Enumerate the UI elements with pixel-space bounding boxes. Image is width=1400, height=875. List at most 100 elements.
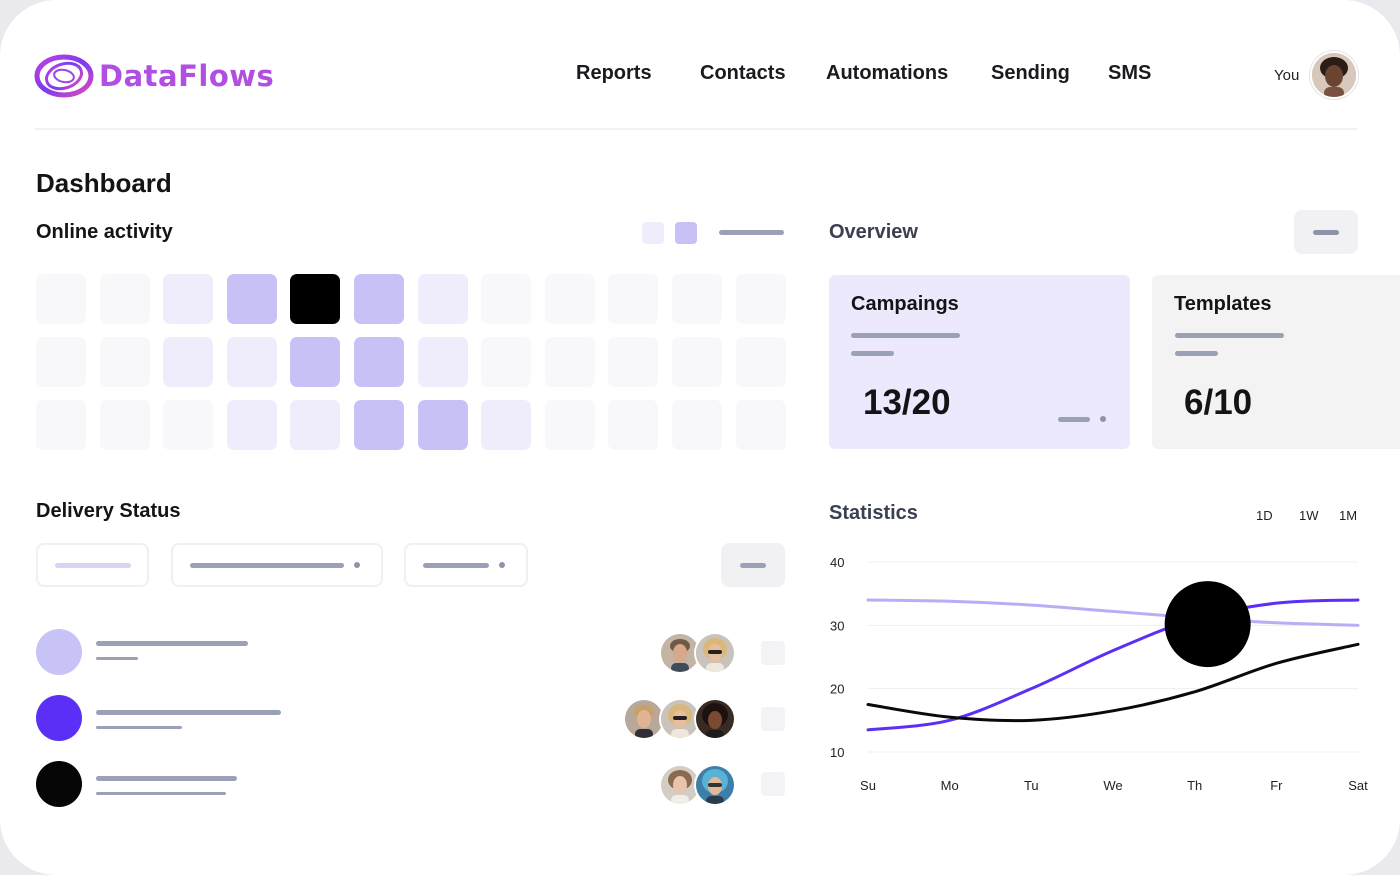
activity-cell[interactable]: [608, 274, 659, 324]
logo-swirl-icon: [34, 54, 94, 98]
activity-cell[interactable]: [354, 274, 404, 324]
activity-cell[interactable]: [735, 337, 786, 387]
user-avatar[interactable]: [1312, 53, 1356, 97]
nav-reports[interactable]: Reports: [576, 62, 652, 84]
contact-avatar-image: [661, 634, 699, 672]
legend-high-swatch: [675, 222, 697, 244]
activity-cell[interactable]: [226, 337, 277, 387]
range-1m-button[interactable]: 1M: [1339, 508, 1358, 523]
x-tick-label: Fr: [1270, 778, 1283, 793]
activity-cell[interactable]: [163, 274, 214, 324]
activity-cell[interactable]: [417, 400, 468, 450]
activity-cell[interactable]: [354, 400, 404, 450]
activity-cell[interactable]: [99, 400, 150, 450]
activity-cell[interactable]: [672, 274, 722, 324]
activity-cell[interactable]: [290, 400, 341, 450]
activity-cell[interactable]: [36, 400, 86, 450]
activity-cell[interactable]: [163, 337, 214, 387]
contact-avatar[interactable]: [661, 700, 699, 738]
activity-cell[interactable]: [608, 400, 659, 450]
activity-cell[interactable]: [672, 337, 722, 387]
header-divider: [35, 128, 1357, 130]
activity-cell[interactable]: [226, 400, 277, 450]
row-checkbox[interactable]: [761, 641, 785, 665]
logo[interactable]: DataFlows: [33, 52, 274, 100]
statistics-title: Statistics: [829, 502, 918, 524]
status-row-label: [96, 776, 237, 781]
activity-cell[interactable]: [290, 274, 341, 324]
activity-cell[interactable]: [544, 274, 595, 324]
filter-chip[interactable]: [171, 543, 383, 587]
nav-sending[interactable]: Sending: [991, 62, 1070, 84]
contact-avatar[interactable]: [625, 700, 663, 738]
activity-cell[interactable]: [672, 400, 722, 450]
campaigns-card-dot: [1100, 416, 1106, 422]
status-row-sublabel: [96, 726, 182, 729]
filter-more-button[interactable]: [721, 543, 785, 587]
range-1d-button[interactable]: 1D: [1256, 508, 1273, 523]
contact-avatar[interactable]: [696, 634, 734, 672]
contact-avatar-image: [696, 634, 734, 672]
activity-cell[interactable]: [36, 274, 86, 324]
activity-cell[interactable]: [226, 274, 277, 324]
x-tick-label: Mo: [941, 778, 959, 793]
filter-chip-dot: [354, 562, 360, 568]
status-row-label: [96, 710, 281, 715]
activity-cell[interactable]: [417, 337, 468, 387]
activity-cell[interactable]: [735, 274, 786, 324]
x-tick-label: Sat: [1348, 778, 1368, 793]
range-1w-button[interactable]: 1W: [1299, 508, 1319, 523]
templates-card-line: [1175, 351, 1218, 356]
legend-low-swatch: [642, 222, 664, 244]
activity-cell[interactable]: [354, 337, 404, 387]
contact-avatar[interactable]: [661, 766, 699, 804]
x-tick-label: Tu: [1024, 778, 1039, 793]
nav-contacts[interactable]: Contacts: [700, 62, 786, 84]
activity-cell[interactable]: [481, 400, 532, 450]
campaigns-card-line: [851, 333, 960, 338]
contact-avatar-image: [661, 700, 699, 738]
activity-cell[interactable]: [544, 337, 595, 387]
activity-cell[interactable]: [163, 400, 214, 450]
contact-avatar-image: [625, 700, 663, 738]
x-tick-label: Su: [860, 778, 876, 793]
nav-automations[interactable]: Automations: [826, 62, 949, 84]
activity-cell[interactable]: [608, 337, 659, 387]
filter-chip[interactable]: [36, 543, 149, 587]
nav-sms[interactable]: SMS: [1108, 62, 1152, 84]
contact-avatar[interactable]: [696, 700, 734, 738]
filter-chip[interactable]: [404, 543, 528, 587]
overview-menu-button[interactable]: [1294, 210, 1358, 254]
row-checkbox[interactable]: [761, 707, 785, 731]
activity-cell[interactable]: [417, 274, 468, 324]
campaigns-card-value: 13/20: [863, 383, 951, 422]
contact-avatar[interactable]: [661, 634, 699, 672]
activity-cell[interactable]: [290, 337, 341, 387]
filter-chip-label: [423, 563, 489, 568]
x-tick-label: Th: [1187, 778, 1202, 793]
filter-more-icon: [740, 563, 766, 568]
activity-cell[interactable]: [99, 274, 150, 324]
templates-card[interactable]: Templates 6/10: [1152, 275, 1400, 449]
page-title: Dashboard: [36, 168, 172, 198]
activity-cell[interactable]: [544, 400, 595, 450]
legend-label-placeholder: [719, 230, 784, 235]
activity-cell[interactable]: [99, 337, 150, 387]
campaigns-card[interactable]: Campaings 13/20: [829, 275, 1130, 449]
status-row-sublabel: [96, 792, 226, 795]
series-line: [866, 598, 1360, 732]
activity-cell[interactable]: [735, 400, 786, 450]
series-line: [866, 598, 1360, 627]
status-indicator: [36, 629, 82, 675]
user-avatar-image: [1312, 53, 1356, 97]
contact-avatar[interactable]: [696, 766, 734, 804]
highlight-marker: [1164, 581, 1251, 668]
activity-cell[interactable]: [36, 337, 86, 387]
row-checkbox[interactable]: [761, 772, 785, 796]
y-tick-label: 40: [830, 555, 844, 570]
activity-cell[interactable]: [481, 337, 532, 387]
status-row-sublabel: [96, 657, 138, 660]
activity-cell[interactable]: [481, 274, 532, 324]
